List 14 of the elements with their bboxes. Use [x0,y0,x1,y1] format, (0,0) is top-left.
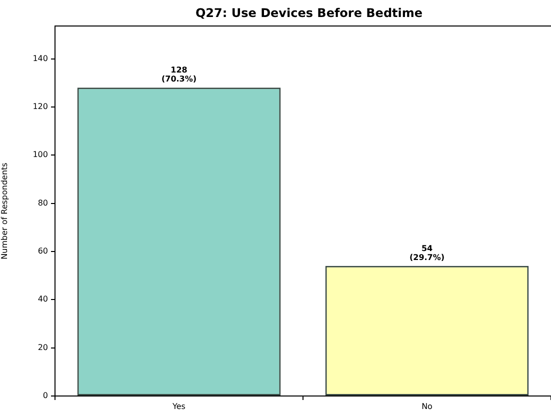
y-tick-label: 60 [38,246,48,256]
y-tick-label: 40 [38,294,48,304]
y-tick-label: 80 [38,198,48,208]
y-tick-label: 20 [38,342,48,352]
chart-title: Q27: Use Devices Before Bedtime [195,6,423,20]
x-tick-label: Yes [172,402,186,411]
y-tick-label: 0 [42,391,48,400]
y-tick-label: 100 [32,150,48,160]
y-tick-label: 120 [32,102,48,112]
y-tick-label: 140 [32,54,48,63]
y-axis-title: Number of Respondents [0,162,9,260]
x-tick-label: No [422,402,433,411]
data-label: 128 (70.3%) [161,66,197,84]
data-label: 54 (29.7%) [409,244,445,262]
